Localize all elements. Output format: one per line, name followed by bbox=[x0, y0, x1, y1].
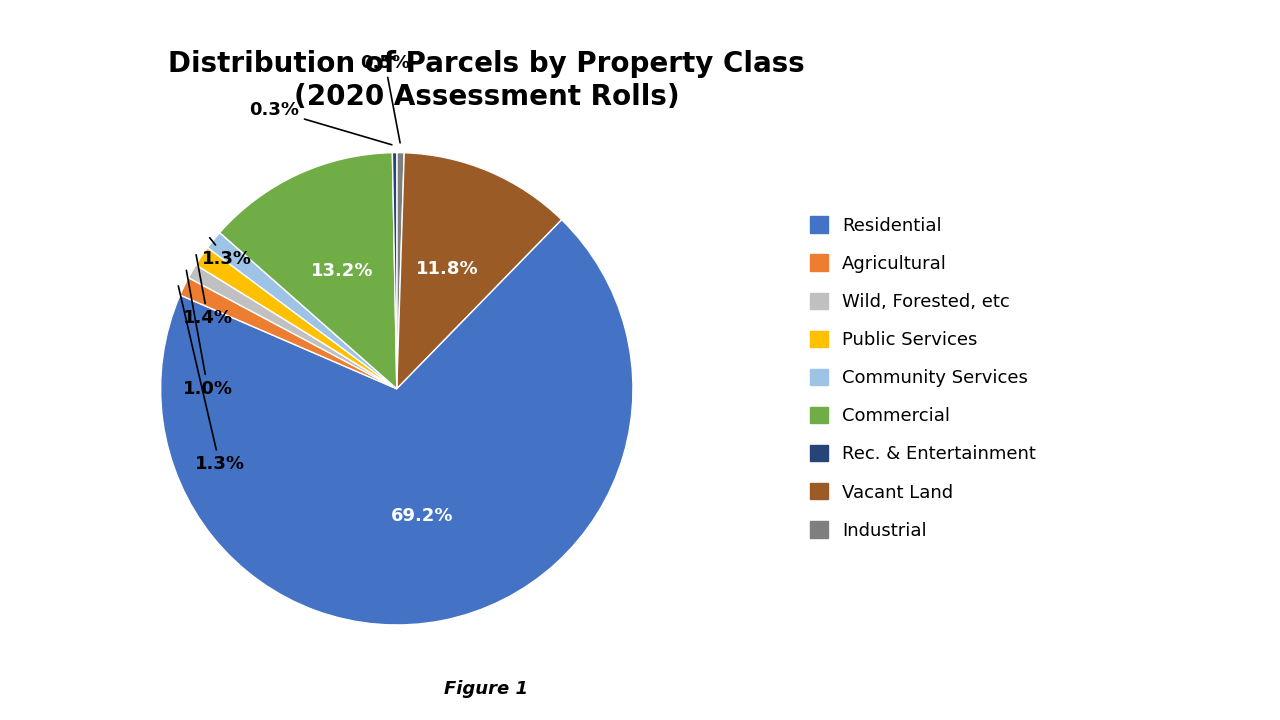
Text: 0.3%: 0.3% bbox=[250, 101, 392, 145]
Wedge shape bbox=[220, 153, 397, 389]
Wedge shape bbox=[393, 153, 397, 389]
Text: Figure 1: Figure 1 bbox=[444, 680, 529, 698]
Text: 1.3%: 1.3% bbox=[178, 286, 244, 473]
Wedge shape bbox=[196, 248, 397, 389]
Text: 1.3%: 1.3% bbox=[202, 238, 252, 268]
Text: 13.2%: 13.2% bbox=[311, 262, 374, 280]
Wedge shape bbox=[180, 278, 397, 389]
Text: 1.4%: 1.4% bbox=[183, 255, 233, 327]
Text: 0.5%: 0.5% bbox=[360, 54, 410, 143]
Legend: Residential, Agricultural, Wild, Forested, etc, Public Services, Community Servi: Residential, Agricultural, Wild, Foreste… bbox=[803, 209, 1043, 547]
Text: 1.0%: 1.0% bbox=[183, 270, 233, 397]
Text: 11.8%: 11.8% bbox=[416, 260, 479, 278]
Text: Distribution of Parcels by Property Class
(2020 Assessment Rolls): Distribution of Parcels by Property Clas… bbox=[168, 50, 805, 111]
Wedge shape bbox=[397, 153, 404, 389]
Wedge shape bbox=[397, 153, 562, 389]
Wedge shape bbox=[188, 265, 397, 389]
Wedge shape bbox=[207, 233, 397, 389]
Text: 69.2%: 69.2% bbox=[390, 507, 453, 525]
Wedge shape bbox=[161, 220, 632, 625]
